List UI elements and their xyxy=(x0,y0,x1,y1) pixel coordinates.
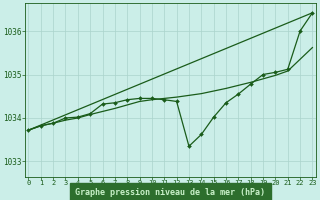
X-axis label: Graphe pression niveau de la mer (hPa): Graphe pression niveau de la mer (hPa) xyxy=(76,188,265,197)
